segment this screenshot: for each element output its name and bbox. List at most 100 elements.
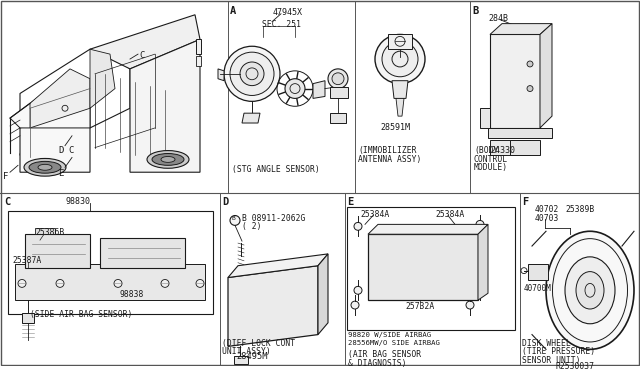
Polygon shape — [100, 238, 185, 268]
Text: (BODY: (BODY — [474, 146, 499, 155]
Polygon shape — [388, 35, 412, 49]
Polygon shape — [490, 140, 530, 155]
Text: C: C — [4, 197, 10, 207]
Text: A: A — [230, 6, 236, 16]
Ellipse shape — [161, 157, 175, 162]
Polygon shape — [130, 39, 200, 172]
Circle shape — [527, 86, 533, 92]
Circle shape — [161, 279, 169, 287]
Text: D: D — [222, 197, 228, 207]
Circle shape — [382, 41, 418, 77]
Text: 284B: 284B — [488, 14, 508, 23]
Polygon shape — [10, 89, 90, 128]
Circle shape — [351, 301, 359, 309]
Text: MODULE): MODULE) — [474, 163, 508, 172]
Circle shape — [466, 301, 474, 309]
Polygon shape — [510, 140, 540, 155]
Circle shape — [332, 73, 344, 85]
Text: E: E — [347, 197, 353, 207]
Text: C: C — [68, 146, 74, 155]
Ellipse shape — [565, 257, 615, 324]
Circle shape — [285, 79, 305, 99]
Polygon shape — [540, 23, 552, 128]
Polygon shape — [478, 224, 488, 300]
Circle shape — [230, 52, 274, 96]
Text: SENSOR UNIT): SENSOR UNIT) — [522, 356, 580, 365]
Text: 25732A: 25732A — [405, 302, 435, 311]
Circle shape — [476, 286, 484, 294]
Polygon shape — [528, 264, 548, 280]
Polygon shape — [20, 108, 90, 172]
Bar — [196, 56, 201, 66]
Circle shape — [224, 46, 280, 101]
Text: 47945X: 47945X — [273, 8, 303, 17]
Polygon shape — [90, 15, 200, 69]
Circle shape — [230, 215, 240, 225]
Text: (STG ANGLE SENSOR): (STG ANGLE SENSOR) — [232, 165, 320, 174]
Text: 25389B: 25389B — [565, 205, 595, 214]
Ellipse shape — [147, 151, 189, 168]
Text: & DIAGNOSIS): & DIAGNOSIS) — [348, 359, 406, 368]
Text: 40702: 40702 — [535, 205, 559, 214]
Polygon shape — [488, 128, 552, 138]
Text: (AIR BAG SENSOR: (AIR BAG SENSOR — [348, 350, 421, 359]
Polygon shape — [30, 69, 90, 128]
Text: 25384A: 25384A — [360, 209, 389, 219]
Text: UNIT ASSY): UNIT ASSY) — [222, 347, 271, 356]
Bar — [196, 39, 201, 54]
Text: 28556MW/O SIDE AIRBAG: 28556MW/O SIDE AIRBAG — [348, 340, 440, 346]
Text: 25387A: 25387A — [12, 256, 41, 265]
Text: 25386B: 25386B — [35, 228, 64, 237]
Polygon shape — [15, 264, 205, 300]
Polygon shape — [218, 69, 224, 81]
Text: 24330: 24330 — [490, 146, 515, 155]
Text: C: C — [139, 51, 145, 60]
Ellipse shape — [38, 164, 52, 170]
Polygon shape — [242, 113, 260, 123]
Text: 40703: 40703 — [535, 214, 559, 222]
Polygon shape — [20, 49, 130, 128]
Circle shape — [476, 221, 484, 228]
Text: 98838: 98838 — [120, 290, 145, 299]
Polygon shape — [22, 313, 34, 323]
Polygon shape — [330, 113, 346, 123]
Text: 25384A: 25384A — [435, 209, 464, 219]
Circle shape — [196, 279, 204, 287]
Text: 28591M: 28591M — [380, 123, 410, 132]
Text: 28495M: 28495M — [236, 352, 268, 361]
Polygon shape — [396, 99, 404, 116]
Circle shape — [375, 35, 425, 84]
Circle shape — [240, 62, 264, 86]
Text: B: B — [231, 216, 235, 221]
Polygon shape — [90, 49, 115, 108]
Polygon shape — [480, 108, 490, 128]
Bar — [347, 207, 515, 330]
Text: F: F — [3, 172, 8, 181]
Circle shape — [354, 286, 362, 294]
Ellipse shape — [24, 158, 66, 176]
Text: E: E — [58, 169, 63, 178]
Text: (IMMOBILIZER: (IMMOBILIZER — [358, 146, 417, 155]
Circle shape — [56, 279, 64, 287]
Polygon shape — [490, 23, 552, 35]
Polygon shape — [228, 266, 318, 346]
Circle shape — [328, 69, 348, 89]
Ellipse shape — [546, 231, 634, 349]
Polygon shape — [234, 356, 248, 364]
Polygon shape — [318, 254, 328, 334]
Polygon shape — [35, 228, 55, 234]
Text: R2530037: R2530037 — [555, 362, 594, 371]
Polygon shape — [368, 224, 488, 234]
Bar — [8, 211, 213, 314]
Text: D: D — [58, 146, 63, 155]
Text: (SIDE AIR BAG SENSOR): (SIDE AIR BAG SENSOR) — [30, 310, 132, 319]
Ellipse shape — [29, 161, 61, 173]
Polygon shape — [368, 234, 478, 300]
Polygon shape — [392, 81, 408, 99]
Text: DISK WHEEL: DISK WHEEL — [522, 339, 571, 347]
Text: (TIRE PRESSURE): (TIRE PRESSURE) — [522, 347, 595, 356]
Text: B 08911-2062G: B 08911-2062G — [242, 214, 305, 222]
Circle shape — [527, 61, 533, 67]
Text: 98820 W/SIDE AIRBAG: 98820 W/SIDE AIRBAG — [348, 331, 431, 338]
Polygon shape — [25, 234, 90, 268]
